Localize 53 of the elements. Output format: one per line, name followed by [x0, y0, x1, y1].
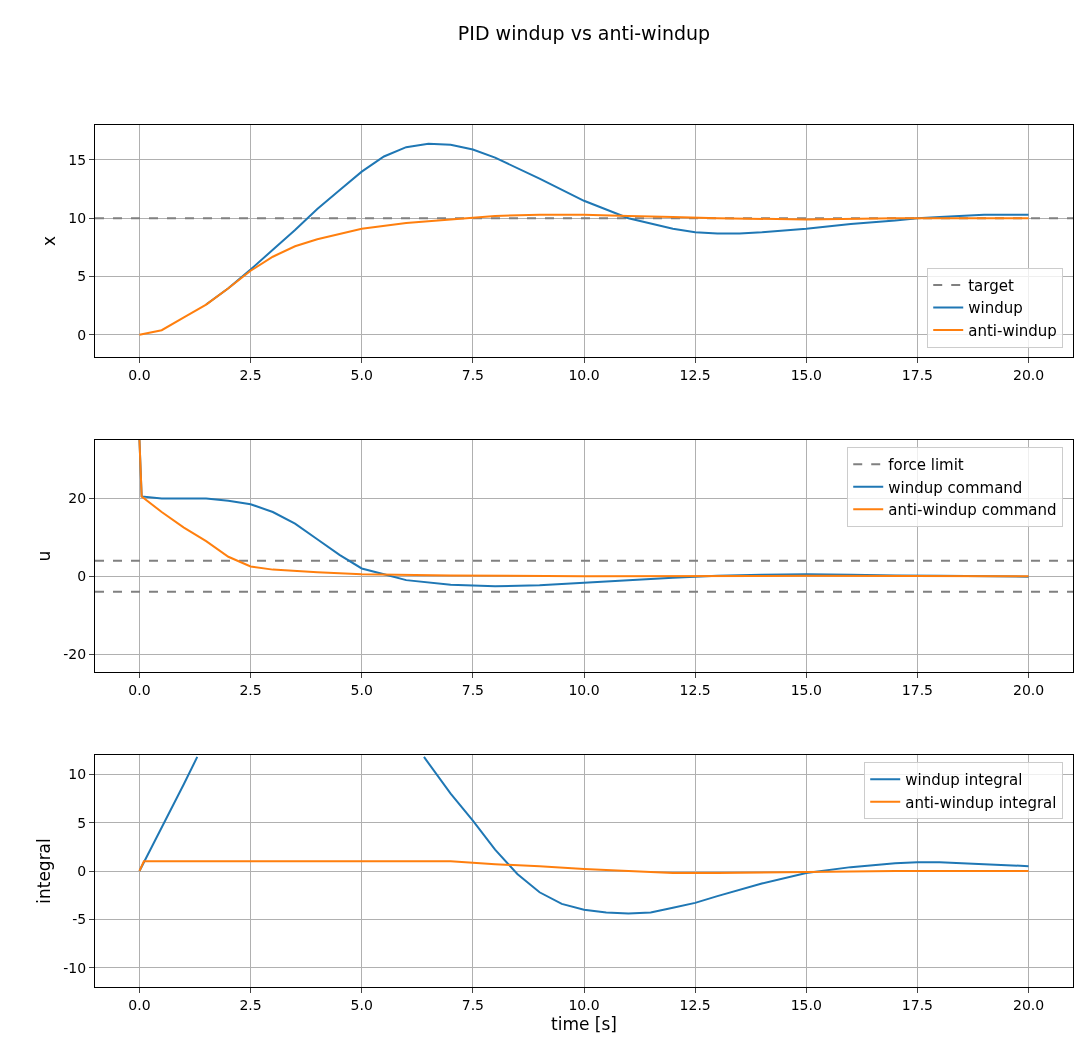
x-tick-label: 7.5 [461, 366, 484, 383]
y-tick-label: 0 [77, 326, 87, 343]
x-tick-label: 17.5 [901, 681, 933, 698]
line-series [138, 860, 1030, 874]
y-tick-label: 0 [77, 862, 87, 879]
y-tick-label: -10 [63, 959, 87, 976]
y-tick-label: 5 [77, 814, 87, 831]
x-tick-label: 15.0 [790, 996, 822, 1013]
legend-label: anti-windup command [888, 501, 1057, 520]
y-tick-label: 10 [68, 766, 87, 783]
y-tick-label: 15 [68, 151, 87, 168]
x-tick-label: 0.0 [128, 366, 151, 383]
y-tick-label: 10 [68, 210, 87, 227]
y-axis-title: integral [33, 838, 54, 904]
x-tick-label: 7.5 [461, 996, 484, 1013]
x-tick-label: 5.0 [350, 681, 373, 698]
x-tick-label: 20.0 [1012, 366, 1045, 383]
legend-label: force limit [888, 456, 964, 475]
legend-label: windup integral [905, 771, 1023, 790]
chart-title: PID windup vs anti-windup [457, 21, 711, 44]
y-tick-label: -20 [63, 645, 87, 662]
x-tick-label: 20.0 [1012, 681, 1045, 698]
x-tick-label: 12.5 [679, 366, 711, 383]
x-tick-label: 17.5 [901, 996, 933, 1013]
y-tick-label: 5 [77, 268, 87, 285]
legend-label: windup command [888, 478, 1023, 497]
legend-label: anti-windup integral [905, 793, 1057, 812]
x-tick-label: 2.5 [239, 681, 262, 698]
x-tick-label: 2.5 [239, 996, 262, 1013]
x-tick-label: 7.5 [461, 681, 484, 698]
legend-label: target [968, 276, 1014, 295]
x-tick-label: 15.0 [790, 681, 822, 698]
y-axis-title: x [38, 235, 59, 247]
x-tick-label: 12.5 [679, 996, 711, 1013]
x-tick-label: 15.0 [790, 366, 822, 383]
y-tick-label: 0 [77, 568, 87, 585]
legend-label: windup [968, 299, 1023, 318]
legend-label: anti-windup [968, 321, 1057, 340]
x-tick-label: 5.0 [350, 996, 373, 1013]
x-tick-label: 12.5 [679, 681, 711, 698]
x-tick-label: 2.5 [239, 366, 262, 383]
x-tick-label: 17.5 [901, 366, 933, 383]
x-tick-label: 0.0 [128, 996, 151, 1013]
x-tick-label: 20.0 [1012, 996, 1045, 1013]
y-tick-label: 20 [68, 490, 87, 507]
x-tick-label: 10.0 [568, 681, 600, 698]
x-tick-label: 10.0 [568, 996, 600, 1013]
x-tick-label: 0.0 [128, 681, 151, 698]
x-axis-title: time [s] [551, 1014, 617, 1035]
x-tick-label: 10.0 [568, 366, 600, 383]
x-tick-label: 5.0 [350, 366, 373, 383]
y-axis-title: u [33, 550, 54, 562]
y-tick-label: -5 [72, 911, 87, 928]
